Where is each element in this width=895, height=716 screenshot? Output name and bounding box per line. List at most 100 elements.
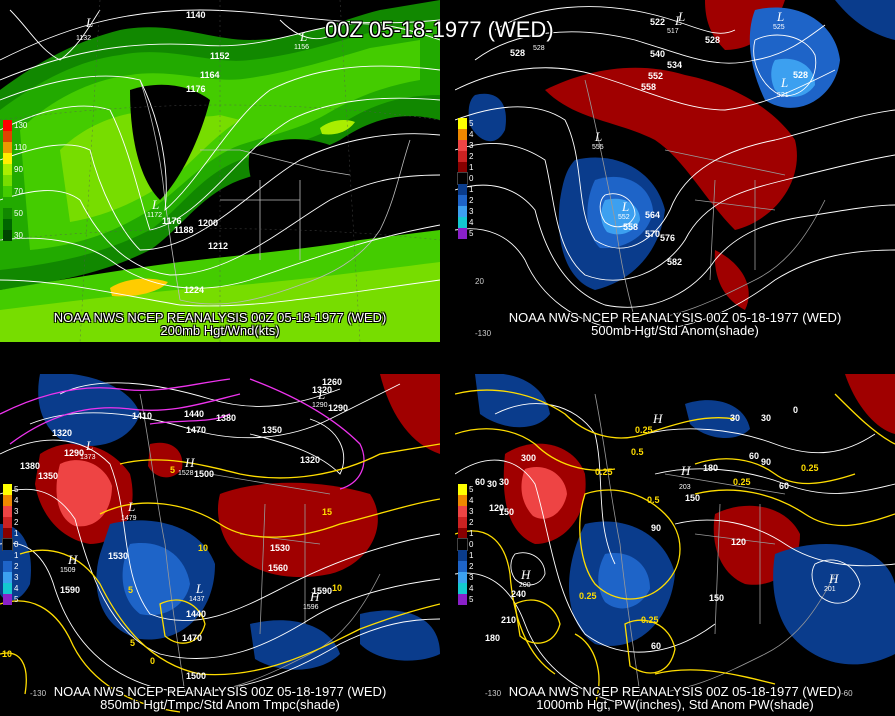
low-center: L (152, 197, 160, 212)
contour-label: 1140 (186, 10, 206, 20)
contour-label: 30 (499, 477, 510, 487)
anom-negative-6 (771, 58, 815, 97)
contour-label: 90 (761, 457, 772, 467)
legend-850mb: 5 4 3 2 1 0 1 2 3 4 5 (2, 484, 31, 605)
map-500mb (455, 0, 895, 342)
low-center-value: 1437 (189, 596, 205, 603)
legend-swatch (3, 219, 12, 230)
contour-label: 528 (705, 35, 721, 45)
pw-label: 0.5 (631, 447, 644, 457)
contour-label: 0 (793, 405, 799, 415)
legend-swatch (3, 230, 12, 241)
contour-label: 120 (489, 503, 505, 513)
contour-label: 240 (511, 589, 527, 599)
contour-label: 120 (731, 537, 747, 547)
contour-label: 180 (703, 463, 719, 473)
contour-label: 1350 (262, 425, 283, 435)
legend-swatch (3, 506, 12, 517)
contour-label: 1380 (216, 413, 237, 423)
contour-label: 1440 (186, 609, 207, 619)
wind-shade-yellow2 (320, 120, 355, 135)
low-center-value: 521 (777, 92, 789, 99)
legend-swatch (458, 594, 467, 605)
legend-label: 5 (469, 229, 474, 238)
legend-swatch (3, 517, 12, 528)
wind-shade-yellow (110, 278, 168, 297)
contour-label: 1590 (312, 586, 333, 596)
low-center: L (300, 29, 308, 44)
lon-tick: -60 (841, 689, 853, 698)
legend-label: 110 (14, 143, 27, 152)
coastlines (139, 79, 411, 305)
contour-label: 1380 (20, 461, 41, 471)
legend-label: 5 (14, 485, 19, 494)
contour-label: 210 (501, 615, 517, 625)
anom-negative-2 (773, 544, 895, 665)
pw-label: 0.5 (647, 495, 660, 505)
legend-label: 2 (469, 152, 474, 161)
contour-label: 564 (645, 210, 661, 220)
legend-swatch (457, 538, 468, 551)
legend-label: 4 (14, 496, 19, 505)
low-center-value: 1479 (121, 515, 137, 522)
anom-positive-3 (845, 374, 895, 434)
anom-negative-7 (835, 0, 895, 40)
contour-label: 1164 (200, 70, 220, 80)
contour-label: 1200 (198, 218, 219, 228)
high-center: H (185, 455, 195, 470)
contour-label: 150 (685, 493, 701, 503)
contour-label: 1470 (186, 425, 207, 435)
high-center-value: 200 (519, 582, 531, 589)
low-center-value: 517 (667, 28, 679, 35)
calm-area-2 (248, 139, 360, 210)
legend-swatch (458, 151, 467, 162)
legend-swatch (458, 184, 467, 195)
contour-label: 1290 (64, 448, 85, 458)
legend-swatch (3, 594, 12, 605)
legend-swatch (458, 550, 467, 561)
legend-label: 30 (14, 231, 23, 240)
legend-swatch (3, 583, 12, 594)
legend-label: 5 (469, 485, 474, 494)
lon-tick: -130 (485, 689, 502, 698)
contour-label: 576 (660, 233, 676, 243)
legend-swatch (458, 517, 467, 528)
legend-label: 2 (469, 562, 474, 571)
anom-positive-2 (217, 482, 378, 578)
temp-label: 0 (150, 656, 156, 666)
contour-label: 1320 (300, 455, 321, 465)
anom-negative-4 (685, 400, 750, 439)
low-center: L (675, 13, 683, 28)
legend-swatch (458, 217, 467, 228)
contour-label: 1590 (60, 585, 81, 595)
temp-label: 5 (170, 465, 176, 475)
legend-label: 4 (469, 496, 474, 505)
legend-swatch (2, 538, 13, 551)
caption-source: NOAA NWS NCEP REANALYSIS 00Z 05-18-1977 … (508, 684, 842, 699)
contour-label: 1530 (108, 551, 129, 561)
map-1000mb (455, 374, 895, 716)
anom-negative-3 (475, 374, 550, 428)
legend-label: 2 (469, 518, 474, 527)
legend-label: 130 (14, 121, 28, 130)
contour-label: 528 (793, 70, 809, 80)
legend-label: 90 (14, 165, 23, 174)
temp-label: 10 (332, 583, 343, 593)
contour-label: 528 (510, 48, 526, 58)
legend-label: 3 (469, 507, 474, 516)
high-center-value: 1528 (178, 470, 194, 477)
anom-negative-6 (360, 610, 440, 661)
caption-source: NOAA NWS NCEP REANALYSIS 00Z 05-18-1977 … (53, 684, 387, 699)
high-center-value: 1509 (60, 567, 76, 574)
high-center-value: 1596 (303, 604, 319, 611)
caption-source: NOAA NWS NCEP REANALYSIS 00Z 05-18-1977 … (53, 310, 387, 325)
legend-label: 3 (469, 141, 474, 150)
legend-label: 1 (469, 529, 474, 538)
legend-swatch (3, 186, 12, 197)
legend-label: 4 (469, 584, 474, 593)
contour-label: 1350 (38, 471, 59, 481)
contour-label: 1224 (184, 285, 205, 295)
caption-field: 1000mb Hgt, PW(inches), Std Anom PW(shad… (536, 697, 814, 712)
legend-swatch (3, 142, 12, 153)
panel-200mb: 130 110 90 70 50 30 L 1132 L 1156 L 1172 1140… (0, 0, 440, 342)
